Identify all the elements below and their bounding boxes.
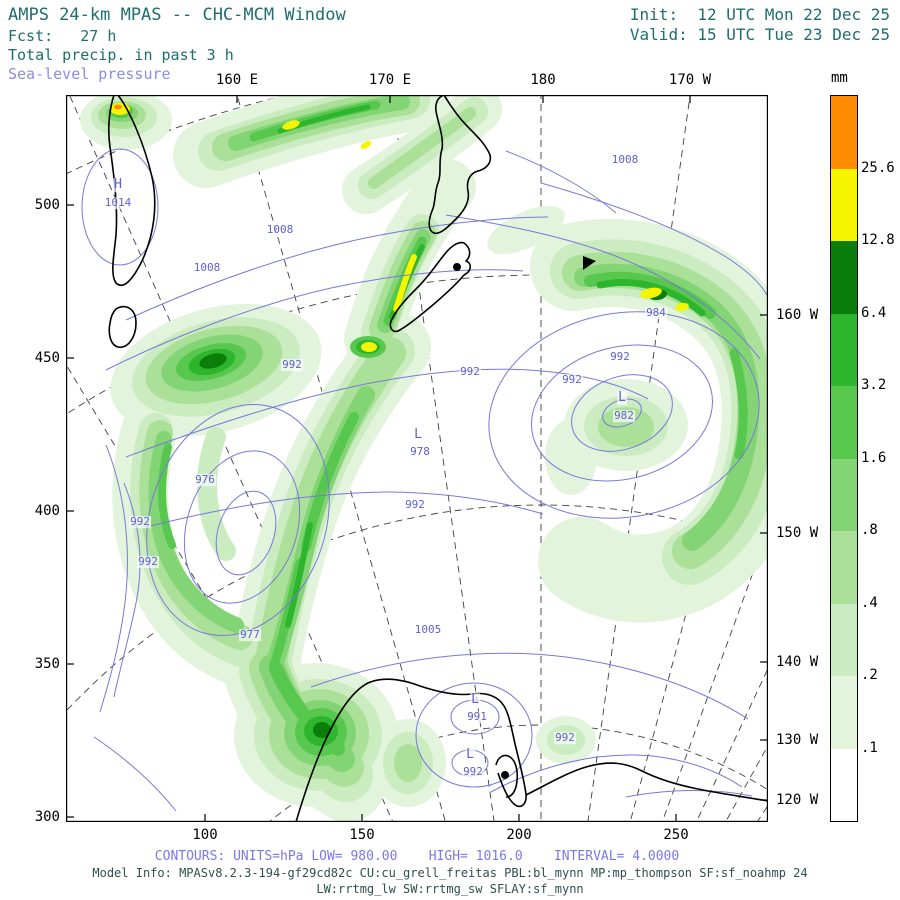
colorbar-segment <box>831 531 857 604</box>
map-frame <box>66 95 768 822</box>
map-area: 1008 1008 1008 H 1014 992 992 992 992 984 L 982 L 978… <box>66 95 768 822</box>
colorbar-level-label: 25.6 <box>861 159 895 176</box>
colorbar-level-label: 1.6 <box>861 449 887 466</box>
overlay-title: Sea-level pressure <box>8 65 171 83</box>
colorbar-segment <box>831 748 857 821</box>
colorbar-level-label: 3.2 <box>861 377 887 393</box>
axis-tick-right-label: 150 W <box>776 525 819 541</box>
axis-tick-right-label: 140 W <box>776 654 819 670</box>
map-canvas <box>66 95 768 822</box>
axis-tick-bottom-label: 150 <box>349 827 375 843</box>
colorbar-level-label: .8 <box>861 522 878 538</box>
colorbar-segment <box>831 168 857 241</box>
axis-tick-bottom-label: 250 <box>663 827 689 843</box>
colorbar-segment <box>831 603 857 676</box>
colorbar-level-label: .2 <box>861 667 878 683</box>
colorbar-segment <box>831 96 857 169</box>
colorbar-segment <box>831 241 857 314</box>
station-dot <box>501 771 509 779</box>
forecast-hour-line: Fcst: 27 h <box>8 27 117 45</box>
axis-tick-top-label: 180 <box>530 72 556 88</box>
axis-tick-top-label: 160 E <box>215 72 259 88</box>
axis-tick-left-label: 450 <box>34 350 60 366</box>
station-dot <box>453 263 461 271</box>
precip-shading <box>80 95 768 822</box>
valid-time: Valid: 15 UTC Tue 23 Dec 25 <box>629 25 890 44</box>
axis-ticks <box>66 95 768 822</box>
axis-tick-left-label: 350 <box>34 656 60 672</box>
station-markers <box>453 256 596 779</box>
colorbar-segment <box>831 458 857 531</box>
colorbar-segment <box>831 386 857 459</box>
axis-tick-left-label: 400 <box>34 503 60 519</box>
axis-tick-right-label: 160 W <box>776 307 819 323</box>
axis-tick-bottom-label: 100 <box>192 827 218 843</box>
precip-level-9-orange <box>114 104 122 110</box>
axis-tick-left-label: 300 <box>34 809 60 825</box>
colorbar-level-label: .1 <box>861 739 878 756</box>
axis-tick-right-label: 120 W <box>776 792 819 808</box>
axis-tick-bottom-label: 200 <box>506 827 532 843</box>
colorbar-level-label: .4 <box>861 594 878 611</box>
colorbar-level-label: 12.8 <box>861 232 895 248</box>
coastlines <box>107 95 768 822</box>
colorbar <box>830 95 858 822</box>
pressure-contours <box>81 148 768 812</box>
axis-tick-top-label: 170 E <box>368 72 412 88</box>
contours-info-line: CONTOURS: UNITS=hPa LOW= 980.00 HIGH= 10… <box>154 849 680 864</box>
axis-tick-top-label: 170 W <box>668 72 712 88</box>
axis-tick-right-label: 130 W <box>776 732 819 748</box>
colorbar-segment <box>831 676 857 749</box>
chart-title: AMPS 24-km MPAS -- CHC-MCM Window <box>8 5 346 25</box>
pennant-icon <box>583 256 596 270</box>
field-title: Total precip. in past 3 h <box>8 46 234 64</box>
colorbar-segment <box>831 313 857 386</box>
model-info-line-2: LW:rrtmg_lw SW:rrtmg_sw SFLAY:sf_mynn <box>316 882 584 896</box>
init-time: Init: 12 UTC Mon 22 Dec 25 <box>629 5 890 24</box>
colorbar-level-label: 6.4 <box>861 304 887 321</box>
colorbar-units-label: mm <box>831 70 848 86</box>
model-info-line: Model Info: MPASv8.2.3-194-gf29cd82c CU:… <box>92 866 808 880</box>
axis-tick-left-label: 500 <box>34 197 60 213</box>
